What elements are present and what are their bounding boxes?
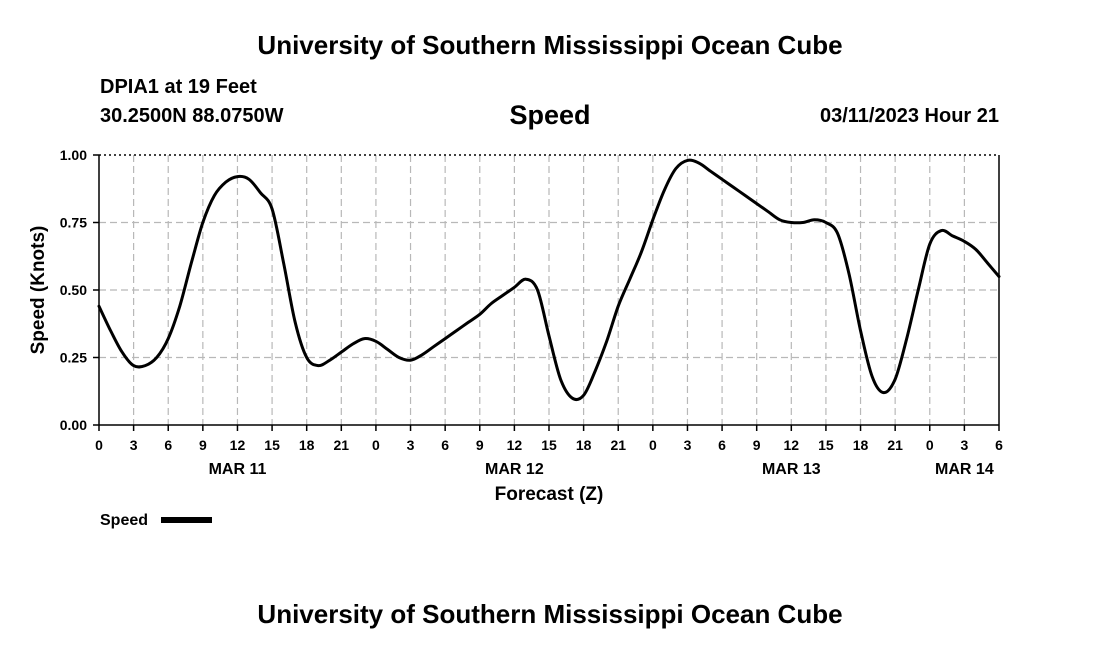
axis-labels: 0.00 0.25 0.50 0.75 1.00 0 3 6 9 12 15 18 21 0 3 6 9 12 15… (28, 147, 1003, 529)
x-axis-title: Forecast (Z) (495, 484, 604, 505)
chart-title: Speed (509, 100, 591, 130)
x-tick-label: 0 (649, 437, 657, 453)
forecast-datetime: 03/11/2023 Hour 21 (819, 105, 999, 127)
y-tick-label: 0.75 (60, 215, 87, 231)
station-coordinates: 30.2500N 88.0750W (100, 105, 284, 127)
x-tick-label: 15 (818, 437, 834, 453)
x-tick-label: 12 (784, 437, 800, 453)
station-label: DPIA1 at 19 Feet (100, 76, 257, 98)
x-tick-label: 3 (684, 437, 692, 453)
x-tick-label: 9 (753, 437, 761, 453)
legend-label: Speed (100, 512, 148, 529)
page-title: University of Southern Mississippi Ocean… (257, 30, 843, 60)
x-tick-label: 9 (476, 437, 484, 453)
x-tick-label: 6 (441, 437, 449, 453)
x-tick-label: 18 (853, 437, 869, 453)
date-label: MAR 14 (935, 461, 994, 478)
x-tick-label: 9 (199, 437, 207, 453)
series-line-speed (97, 158, 1001, 402)
date-label: MAR 11 (209, 461, 267, 478)
x-tick-label: 12 (230, 437, 246, 453)
y-tick-label: 0.25 (60, 350, 87, 366)
x-tick-label: 15 (541, 437, 557, 453)
date-label: MAR 13 (762, 461, 821, 478)
legend-swatch (161, 517, 212, 523)
x-tick-label: 6 (995, 437, 1003, 453)
x-tick-label: 0 (372, 437, 380, 453)
y-tick-label: 1.00 (60, 147, 87, 163)
axes (93, 154, 1000, 431)
x-tick-label: 3 (407, 437, 415, 453)
x-tick-label: 0 (95, 437, 103, 453)
x-tick-label: 0 (926, 437, 934, 453)
x-tick-label: 21 (334, 437, 350, 453)
y-tick-label: 0.00 (60, 417, 87, 433)
x-tick-label: 3 (960, 437, 968, 453)
x-tick-label: 15 (264, 437, 280, 453)
y-axis-title: Speed (Knots) (28, 226, 49, 355)
date-label: MAR 12 (485, 461, 544, 478)
x-tick-label: 21 (887, 437, 903, 453)
x-tick-label: 18 (299, 437, 315, 453)
x-tick-label: 3 (130, 437, 138, 453)
x-tick-label: 12 (507, 437, 523, 453)
x-tick-label: 21 (610, 437, 626, 453)
y-tick-label: 0.50 (60, 282, 87, 298)
x-tick-label: 18 (576, 437, 592, 453)
x-tick-label: 6 (718, 437, 726, 453)
grid-lines (99, 155, 999, 425)
x-tick-label: 6 (164, 437, 172, 453)
series-layer (97, 158, 1001, 402)
footer-title: University of Southern Mississippi Ocean… (257, 599, 843, 629)
